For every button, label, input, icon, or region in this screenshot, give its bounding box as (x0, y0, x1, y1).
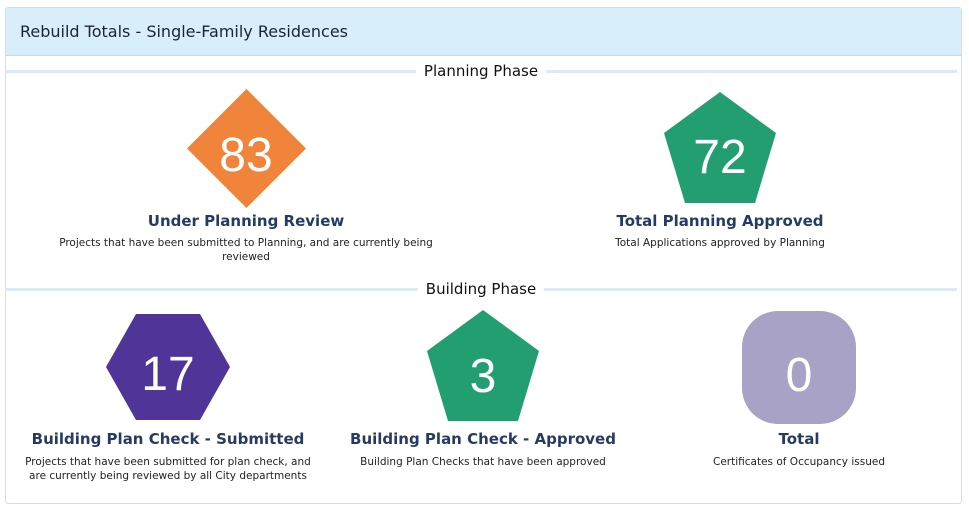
pentagon-shape (427, 310, 539, 421)
plan-check-approved-value: 3 (469, 350, 497, 403)
plan-check-submitted-stat: 17 Building Plan Check - Submitted Proje… (18, 313, 318, 488)
hexagon-fill (106, 314, 230, 420)
building-phase-label: Building Phase (417, 280, 545, 298)
total-planning-approved-stat: 72 Total Planning Approved Total Applica… (560, 90, 880, 260)
total-occupancy-value: 0 (785, 349, 813, 402)
building-phase-divider: Building Phase (5, 280, 957, 300)
planning-phase-divider: Planning Phase (5, 62, 957, 82)
panel-title: Rebuild Totals - Single-Family Residence… (20, 22, 348, 41)
plan-check-approved-stat: 3 Building Plan Check - Approved Buildin… (333, 308, 633, 478)
pentagon-shape (664, 92, 776, 203)
panel-header: Rebuild Totals - Single-Family Residence… (6, 8, 961, 56)
plan-check-approved-title: Building Plan Check - Approved (350, 430, 616, 448)
total-occupancy-stat: 0 Total Certificates of Occupancy issued (679, 310, 919, 480)
hexagon-shape (106, 314, 230, 420)
rebuild-totals-panel: Rebuild Totals - Single-Family Residence… (5, 7, 962, 504)
total-planning-approved-value: 72 (693, 131, 747, 184)
total-planning-approved-description: Total Applications approved by Planning (615, 237, 825, 249)
under-planning-review-stat: 83 Under Planning Review Projects that h… (46, 88, 446, 263)
total-occupancy-title: Total (778, 430, 820, 448)
plan-check-submitted-value: 17 (141, 348, 195, 401)
under-planning-review-title: Under Planning Review (147, 212, 345, 230)
plan-check-approved-description: Building Plan Checks that have been appr… (360, 456, 606, 468)
plan-check-submitted-description: Projects that have been submitted for pl… (25, 456, 311, 482)
rounded-square-fill (742, 311, 856, 424)
pentagon-fill (427, 310, 539, 421)
planning-phase-label: Planning Phase (415, 62, 547, 80)
total-planning-approved-title: Total Planning Approved (616, 212, 824, 230)
diamond-fill (187, 89, 306, 208)
plan-check-submitted-title: Building Plan Check - Submitted (31, 430, 305, 448)
diamond-shape (187, 89, 306, 208)
pentagon-fill (664, 92, 776, 203)
total-occupancy-description: Certificates of Occupancy issued (713, 456, 885, 468)
under-planning-review-value: 83 (219, 129, 273, 182)
under-planning-review-description: Projects that have been submitted to Pla… (59, 237, 433, 263)
rounded-square-shape (742, 311, 856, 424)
